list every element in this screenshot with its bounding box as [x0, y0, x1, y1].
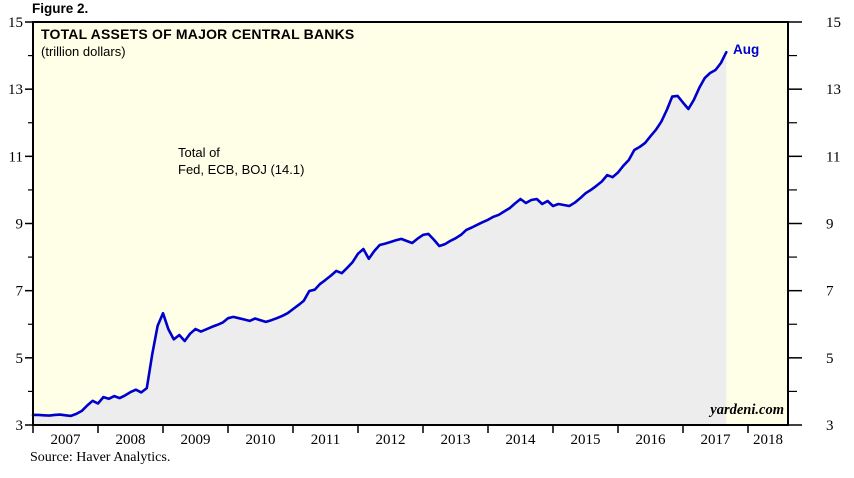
- x-axis-year-label: 2007: [51, 432, 82, 448]
- x-axis-year-label: 2009: [181, 432, 211, 448]
- y-axis-label-left: 13: [8, 82, 23, 98]
- x-axis-year-label: 2018: [753, 432, 783, 448]
- x-axis-year-label: 2015: [571, 432, 601, 448]
- x-axis-year-label: 2010: [246, 432, 276, 448]
- area-under-curve: [33, 52, 727, 425]
- y-axis-label-left: 3: [16, 418, 24, 434]
- y-axis-label-right: 13: [826, 82, 841, 98]
- y-axis-label-right: 9: [826, 217, 834, 233]
- x-axis-year-label: 2008: [116, 432, 146, 448]
- x-axis-year-label: 2012: [376, 432, 406, 448]
- x-axis-year-label: 2017: [701, 432, 732, 448]
- x-axis-year-label: 2013: [441, 432, 471, 448]
- y-axis-label-right: 11: [826, 149, 840, 165]
- yardeni-watermark: yardeni.com: [710, 402, 784, 418]
- chart-title: TOTAL ASSETS OF MAJOR CENTRAL BANKS: [41, 26, 355, 42]
- x-axis-year-label: 2016: [636, 432, 667, 448]
- series-annotation-line1: Total of: [178, 145, 220, 160]
- y-axis-label-left: 5: [16, 351, 24, 367]
- y-axis-label-left: 15: [8, 15, 23, 31]
- x-axis-year-label: 2014: [506, 432, 537, 448]
- y-axis-label-left: 7: [16, 284, 24, 300]
- y-axis-label-right: 5: [826, 351, 834, 367]
- y-axis-label-left: 9: [16, 217, 24, 233]
- total-assets-line: [31, 50, 728, 418]
- chart-subtitle: (trillion dollars): [41, 44, 126, 59]
- series-annotation-line2: Fed, ECB, BOJ (14.1): [178, 162, 305, 177]
- latest-point-label: Aug: [733, 42, 760, 57]
- x-axis-year-label: 2011: [311, 432, 340, 448]
- source-note: Source: Haver Analytics.: [30, 450, 171, 465]
- y-axis-label-left: 11: [9, 149, 23, 165]
- y-axis-label-right: 3: [826, 418, 834, 434]
- figure-label: Figure 2.: [32, 1, 89, 16]
- series-annotation: Total of Fed, ECB, BOJ (14.1): [178, 144, 304, 178]
- y-axis-label-right: 15: [826, 15, 841, 31]
- y-axis-label-right: 7: [826, 284, 834, 300]
